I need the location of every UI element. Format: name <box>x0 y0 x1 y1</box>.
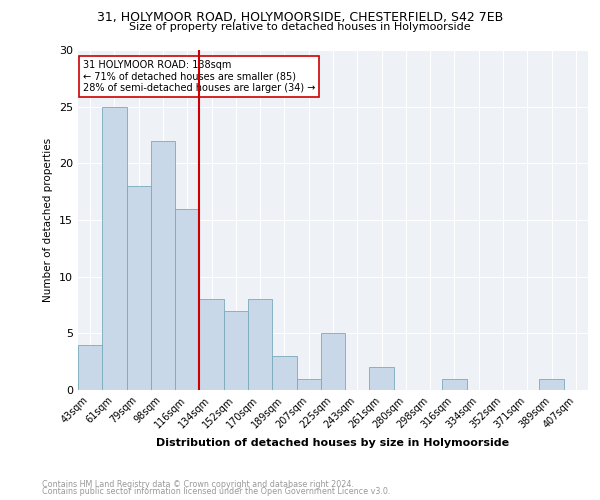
X-axis label: Distribution of detached houses by size in Holymoorside: Distribution of detached houses by size … <box>157 438 509 448</box>
Bar <box>248 300 272 390</box>
Bar <box>539 378 564 390</box>
Bar <box>224 310 248 390</box>
Bar <box>296 378 321 390</box>
Bar <box>175 208 199 390</box>
Bar <box>151 140 175 390</box>
Y-axis label: Number of detached properties: Number of detached properties <box>43 138 53 302</box>
Bar <box>102 106 127 390</box>
Text: 31, HOLYMOOR ROAD, HOLYMOORSIDE, CHESTERFIELD, S42 7EB: 31, HOLYMOOR ROAD, HOLYMOORSIDE, CHESTER… <box>97 11 503 24</box>
Bar <box>78 344 102 390</box>
Bar <box>127 186 151 390</box>
Bar <box>370 368 394 390</box>
Text: Size of property relative to detached houses in Holymoorside: Size of property relative to detached ho… <box>129 22 471 32</box>
Bar <box>321 334 345 390</box>
Text: Contains public sector information licensed under the Open Government Licence v3: Contains public sector information licen… <box>42 487 391 496</box>
Text: 31 HOLYMOOR ROAD: 138sqm
← 71% of detached houses are smaller (85)
28% of semi-d: 31 HOLYMOOR ROAD: 138sqm ← 71% of detach… <box>83 60 316 94</box>
Bar <box>442 378 467 390</box>
Text: Contains HM Land Registry data © Crown copyright and database right 2024.: Contains HM Land Registry data © Crown c… <box>42 480 354 489</box>
Bar <box>272 356 296 390</box>
Bar <box>199 300 224 390</box>
